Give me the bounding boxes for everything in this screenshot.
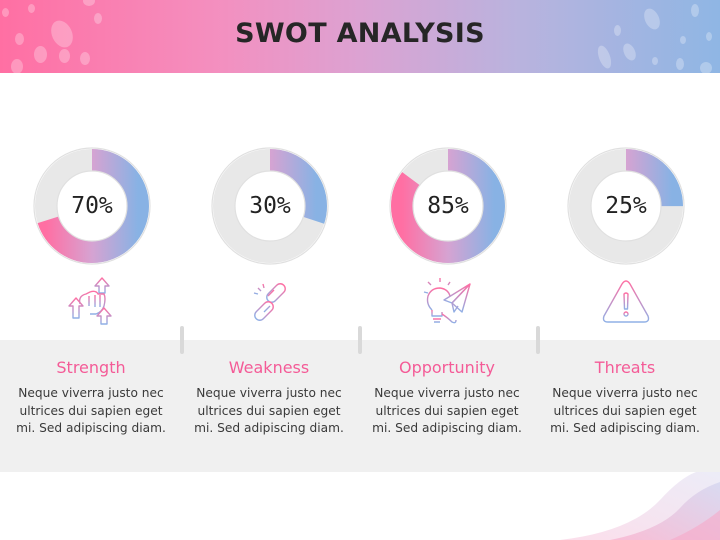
decor-dot — [28, 4, 35, 13]
swot-label: Threats — [594, 358, 656, 377]
decor-dot — [94, 13, 102, 24]
decor-dot — [676, 58, 684, 70]
percent-value: 25% — [605, 193, 647, 219]
donut-chart — [32, 146, 152, 266]
percent-value: 85% — [427, 193, 469, 219]
decor-dot — [34, 46, 47, 63]
decor-dot — [691, 4, 699, 17]
decor-dot — [59, 49, 70, 63]
decor-dot — [80, 52, 90, 65]
donut-chart — [210, 146, 330, 266]
swot-label: Strength — [56, 358, 126, 377]
swot-description: Neque viverra justo nec ultrices dui sap… — [194, 386, 344, 435]
swot-description: Neque viverra justo nec ultrices dui sap… — [550, 386, 700, 435]
decor-dot — [614, 25, 621, 36]
column-divider — [358, 326, 362, 354]
description-band — [0, 340, 720, 472]
fist-arrows-up-icon — [66, 276, 118, 328]
swot-description: Neque viverra justo nec ultrices dui sap… — [372, 386, 522, 435]
broken-chain-icon — [244, 276, 296, 328]
header-banner: SWOT ANALYSIS — [0, 0, 720, 73]
lightbulb-paper-plane-icon — [422, 276, 474, 328]
swot-description: Neque viverra justo nec ultrices dui sap… — [16, 386, 166, 435]
decor-dot — [706, 32, 712, 41]
donut-chart — [388, 146, 508, 266]
decor-dot — [15, 33, 24, 45]
swot-card-threats: 25% Threats Neque viverra justo nec ultr… — [536, 0, 714, 540]
column-divider — [180, 326, 184, 354]
decor-dot — [680, 36, 686, 44]
decor-dot — [83, 0, 95, 6]
percent-value: 30% — [249, 193, 291, 219]
decor-dot — [11, 59, 23, 73]
swot-label: Weakness — [228, 358, 310, 377]
decor-dot — [652, 57, 658, 65]
swot-card-opportunity: 85% Opportunity Neque viverra justo nec … — [358, 0, 536, 540]
swot-card-weakness: 30% Weakness Neque viverra justo nec ult… — [180, 0, 358, 540]
swot-card-strength: 70% Strength Neque viverra justo nec ult… — [2, 0, 180, 540]
decor-dot — [2, 8, 9, 17]
decor-corner-wave — [560, 472, 720, 540]
swot-label: Opportunity — [398, 358, 495, 377]
donut-chart — [566, 146, 686, 266]
column-divider — [536, 326, 540, 354]
warning-triangle-icon — [600, 276, 652, 328]
percent-value: 70% — [71, 193, 113, 219]
page-title: SWOT ANALYSIS — [235, 18, 485, 49]
decor-dot — [700, 62, 712, 73]
